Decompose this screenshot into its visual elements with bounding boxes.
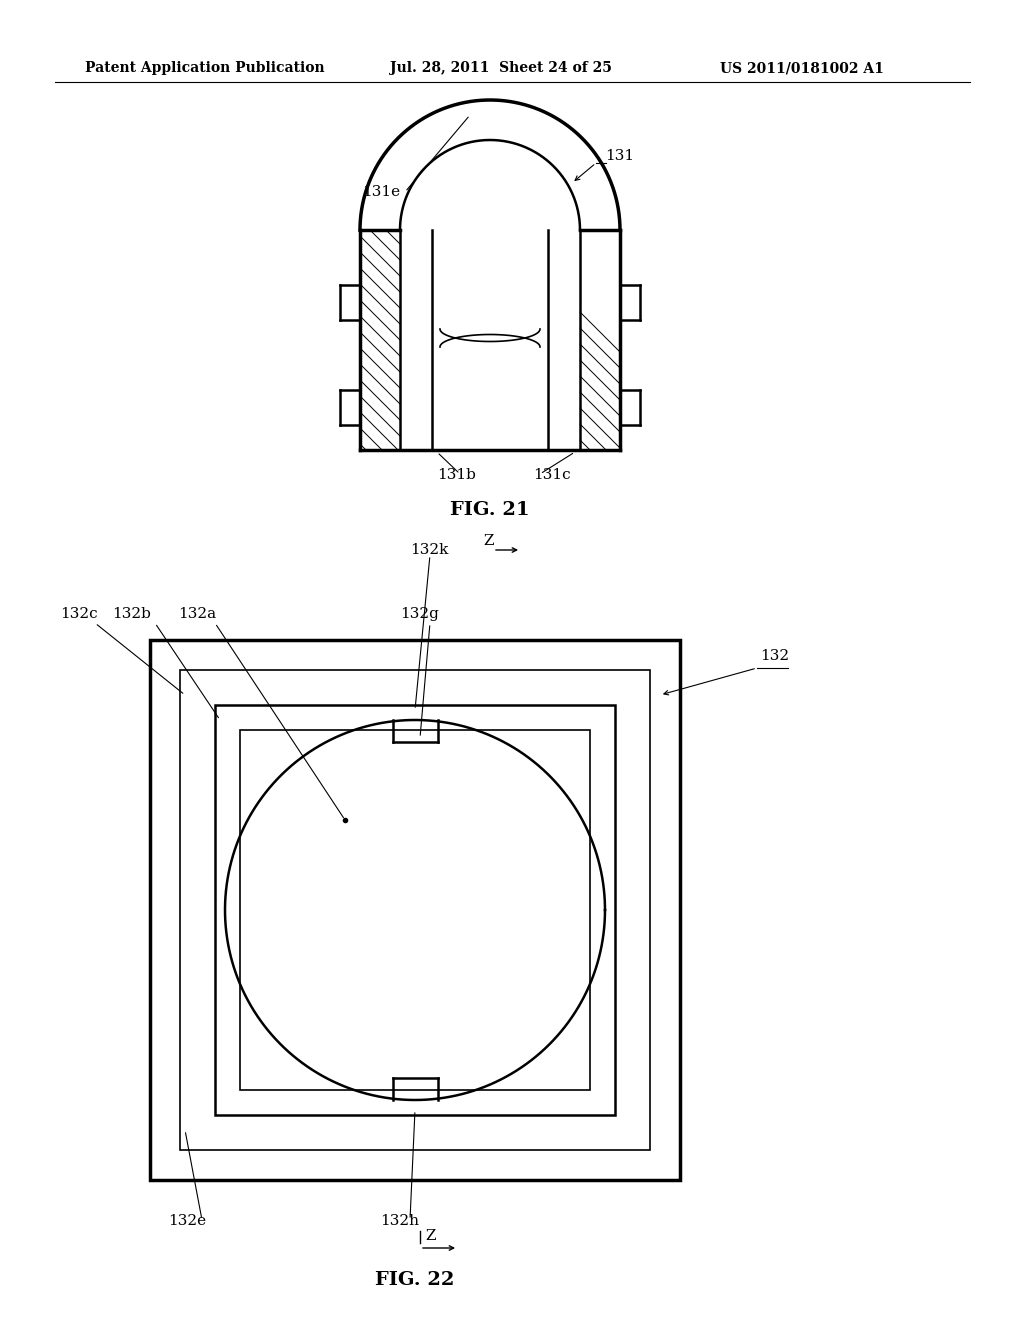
Text: FIG. 21: FIG. 21	[451, 502, 529, 519]
Text: 132e: 132e	[168, 1214, 206, 1228]
Text: FIG. 22: FIG. 22	[376, 1271, 455, 1290]
Bar	[150, 640, 680, 1180]
Bar	[180, 671, 650, 1150]
Text: Z: Z	[425, 1229, 435, 1243]
Text: 132b: 132b	[112, 607, 151, 620]
Text: 132h: 132h	[380, 1214, 419, 1228]
Text: 132k: 132k	[410, 543, 449, 557]
Text: US 2011/0181002 A1: US 2011/0181002 A1	[720, 61, 884, 75]
Text: Patent Application Publication: Patent Application Publication	[85, 61, 325, 75]
Text: 132c: 132c	[60, 607, 97, 620]
Text: Jul. 28, 2011  Sheet 24 of 25: Jul. 28, 2011 Sheet 24 of 25	[390, 61, 612, 75]
Text: 132g: 132g	[400, 607, 439, 620]
Text: 132a: 132a	[178, 607, 216, 620]
Polygon shape	[400, 140, 580, 450]
Text: 131c: 131c	[534, 469, 570, 482]
Text: 131e: 131e	[362, 185, 400, 199]
Text: Z: Z	[483, 535, 494, 548]
Bar	[215, 705, 615, 1115]
Text: 132: 132	[760, 649, 790, 663]
Text: 131b: 131b	[437, 469, 476, 482]
Text: 131: 131	[605, 149, 634, 162]
Bar	[240, 730, 590, 1090]
